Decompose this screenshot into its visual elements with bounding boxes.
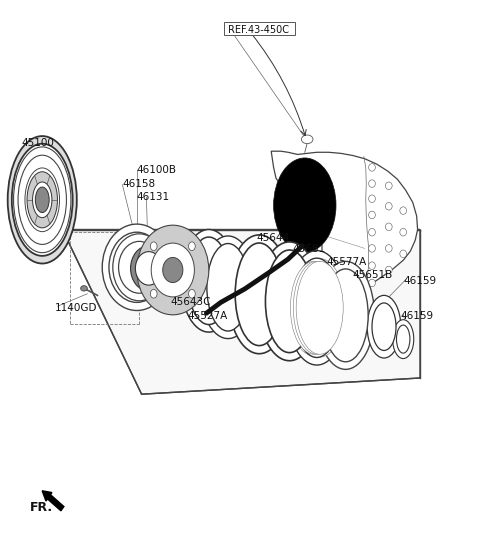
FancyBboxPatch shape [224,22,295,35]
Ellipse shape [207,244,249,331]
Ellipse shape [13,147,71,253]
Ellipse shape [287,251,347,365]
Text: 46158: 46158 [122,179,156,188]
Ellipse shape [131,246,167,291]
Ellipse shape [369,164,375,171]
Ellipse shape [396,325,410,353]
Ellipse shape [18,155,66,245]
Text: 1140GD: 1140GD [55,303,98,313]
Ellipse shape [290,261,337,354]
Ellipse shape [113,234,166,301]
Ellipse shape [102,224,171,310]
Ellipse shape [369,262,375,269]
Ellipse shape [188,237,230,325]
Ellipse shape [385,182,392,190]
Ellipse shape [400,228,407,236]
Ellipse shape [181,230,237,332]
Ellipse shape [265,250,313,353]
Ellipse shape [274,158,336,252]
Ellipse shape [301,135,313,144]
Polygon shape [271,151,418,297]
Ellipse shape [291,259,342,356]
Ellipse shape [150,242,157,251]
Ellipse shape [385,245,392,252]
Text: 45577A: 45577A [326,257,367,267]
Text: 45100: 45100 [22,138,54,148]
Text: FR.: FR. [30,501,53,514]
Ellipse shape [119,241,160,293]
Ellipse shape [12,144,72,256]
FancyArrow shape [42,491,64,511]
Text: 45644: 45644 [257,233,290,242]
Ellipse shape [235,243,283,346]
Text: REF.43-450C: REF.43-450C [228,25,289,35]
Text: 46100B: 46100B [137,165,177,175]
Ellipse shape [200,236,256,339]
Text: 45681: 45681 [293,245,326,254]
Ellipse shape [369,228,375,236]
Ellipse shape [189,289,195,298]
Ellipse shape [369,195,375,202]
Ellipse shape [189,242,195,251]
Ellipse shape [369,279,375,287]
Ellipse shape [296,261,343,354]
Ellipse shape [135,252,162,285]
Ellipse shape [293,258,340,357]
Ellipse shape [25,168,60,232]
Ellipse shape [369,180,375,187]
Text: 46159: 46159 [403,276,436,286]
Ellipse shape [27,172,58,228]
Ellipse shape [163,258,183,282]
Text: 46159: 46159 [401,311,434,321]
Ellipse shape [367,295,401,358]
Ellipse shape [33,182,52,218]
Ellipse shape [369,211,375,219]
Ellipse shape [400,250,407,258]
Text: 45643C: 45643C [170,298,211,307]
Ellipse shape [20,159,64,241]
Ellipse shape [293,261,340,354]
Text: 45527A: 45527A [187,311,228,321]
Ellipse shape [228,235,290,354]
Text: 45651B: 45651B [353,271,393,280]
Ellipse shape [385,266,392,274]
Ellipse shape [81,286,87,291]
Ellipse shape [385,202,392,210]
Ellipse shape [317,261,374,369]
Ellipse shape [323,269,368,362]
Ellipse shape [385,223,392,231]
Polygon shape [62,230,420,394]
Ellipse shape [294,259,345,357]
Ellipse shape [151,243,194,297]
Text: 46131: 46131 [137,192,170,202]
Ellipse shape [8,136,77,264]
Ellipse shape [288,260,339,356]
Ellipse shape [109,232,165,302]
Ellipse shape [137,225,209,315]
Ellipse shape [150,289,157,298]
Ellipse shape [400,207,407,214]
Ellipse shape [369,245,375,252]
Ellipse shape [393,320,414,359]
Ellipse shape [36,187,49,213]
Ellipse shape [372,303,396,350]
Ellipse shape [258,242,321,361]
